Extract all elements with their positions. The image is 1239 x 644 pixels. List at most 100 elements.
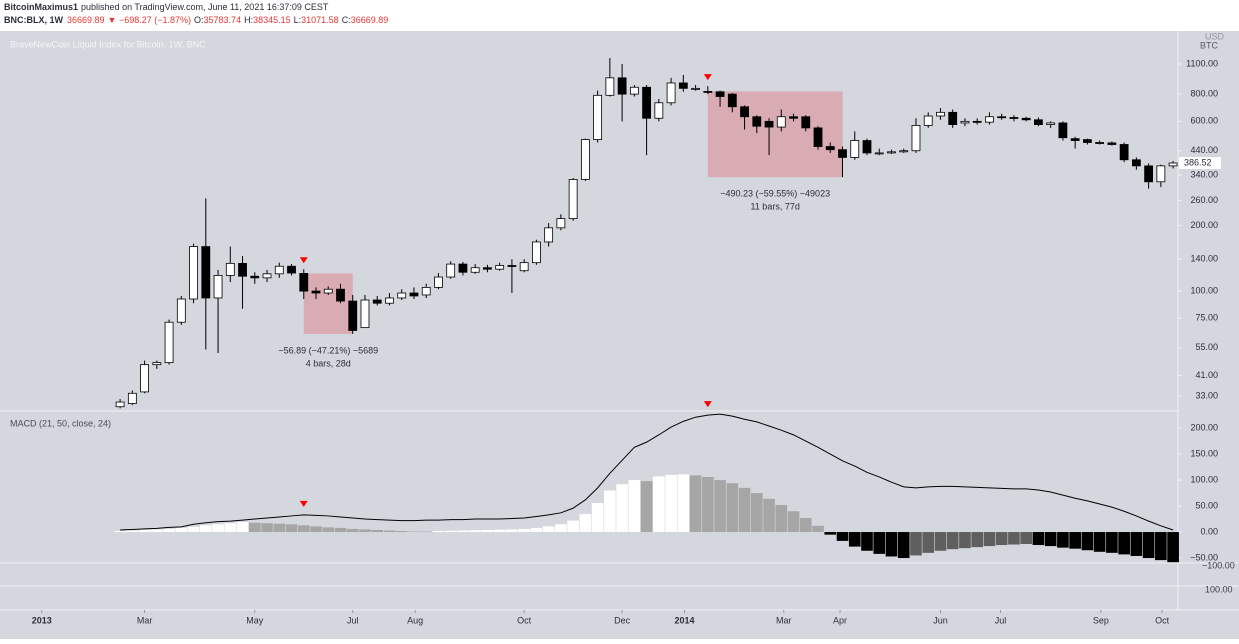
quote-value: 36669.89: [351, 15, 389, 25]
y-tick-label: 200.00: [1190, 422, 1218, 432]
x-tick-label: Aug: [407, 615, 423, 625]
y-tick-label: 75.00: [1195, 313, 1218, 323]
background: [0, 31, 1239, 639]
candle-body: [300, 273, 308, 291]
candle-body: [998, 117, 1006, 118]
histogram-bar: [800, 518, 812, 532]
y-tick-label: −50.00: [1190, 552, 1218, 562]
histogram-bar: [812, 526, 824, 532]
candle-body: [851, 141, 859, 158]
x-tick-label: Jul: [347, 615, 359, 625]
candle-body: [790, 117, 798, 119]
candle-body: [434, 277, 442, 287]
y-tick-label: 33.00: [1195, 390, 1218, 400]
candle-body: [692, 88, 700, 89]
histogram-bar: [959, 532, 971, 548]
histogram-bar: [996, 532, 1008, 545]
histogram-bar: [886, 532, 898, 556]
candle-body: [532, 242, 540, 263]
candle-body: [630, 87, 638, 94]
candle-body: [385, 298, 393, 303]
y-tick-label: 800.00: [1190, 88, 1218, 98]
candle-body: [667, 83, 675, 103]
histogram-bar: [482, 530, 494, 532]
x-tick-label: Jul: [995, 615, 1007, 625]
histogram-bar: [788, 511, 800, 532]
histogram-bar: [726, 483, 738, 532]
histogram-bar: [739, 488, 751, 532]
histogram-bar: [678, 474, 690, 532]
histogram-bar: [151, 529, 163, 532]
candle-body: [826, 147, 834, 150]
candle-body: [1047, 123, 1055, 125]
histogram-bar: [457, 530, 469, 532]
candle-body: [520, 263, 528, 271]
histogram-bar: [518, 529, 530, 532]
histogram-bar: [1033, 532, 1045, 545]
measure-label: 11 bars, 77d: [750, 202, 799, 212]
quote-key: C:: [342, 15, 351, 25]
candle-body: [177, 299, 185, 322]
y-tick-label: 200.00: [1190, 220, 1218, 230]
candle-body: [398, 293, 406, 298]
candle-body: [581, 140, 589, 180]
histogram-bar: [371, 530, 383, 532]
quote-key: O:: [194, 15, 204, 25]
scale-label: 100.00: [1205, 584, 1233, 594]
candle-body: [679, 83, 687, 88]
candle-body: [349, 301, 357, 330]
histogram-bar: [445, 531, 457, 532]
histogram-bar: [1082, 532, 1094, 550]
candle-body: [704, 91, 712, 92]
histogram-bar: [690, 475, 702, 532]
candle-body: [716, 92, 724, 97]
candle-body: [887, 152, 895, 153]
candle-body: [1071, 139, 1079, 141]
histogram-bar: [1020, 532, 1032, 544]
x-tick-label: May: [246, 615, 264, 625]
histogram-bar: [335, 528, 347, 532]
candle-body: [802, 117, 810, 128]
candle-body: [1157, 166, 1165, 182]
x-tick-label: Oct: [1155, 615, 1170, 625]
candle-body: [1010, 117, 1018, 118]
candle-body: [214, 275, 222, 298]
y-tick-label: 1100.00: [1186, 58, 1218, 68]
y-tick-label: 100.00: [1190, 474, 1218, 484]
quote-key: H:: [244, 15, 253, 25]
histogram-bar: [224, 523, 236, 532]
histogram-bar: [775, 505, 787, 532]
quote-value: 35783.74: [204, 15, 242, 25]
histogram-bar: [873, 532, 885, 554]
histogram-bar: [898, 532, 910, 558]
histogram-bar: [163, 529, 175, 532]
candle-body: [1132, 160, 1140, 166]
candle-body: [128, 393, 136, 403]
x-tick-label: 2014: [675, 615, 695, 625]
candle-body: [655, 103, 663, 118]
candle-body: [569, 179, 577, 218]
price-title: BraveNewCoin Liquid Index for Bitcoin, 1…: [10, 39, 206, 49]
candle-body: [643, 87, 651, 118]
measure-label: −56.89 (−47.21%) −5689: [278, 345, 378, 355]
histogram-bar: [114, 531, 126, 532]
y-tick-label: 150.00: [1190, 448, 1218, 458]
candle-body: [949, 112, 957, 124]
histogram-bar: [543, 526, 555, 532]
histogram-bar: [1155, 532, 1167, 560]
candle-body: [924, 116, 932, 125]
candle-body: [618, 78, 626, 94]
candle-body: [336, 289, 344, 301]
histogram-bar: [910, 532, 922, 555]
quote-value: 38345.15: [253, 15, 291, 25]
candle-body: [1096, 143, 1104, 144]
candle-body: [875, 153, 883, 154]
candle-body: [422, 287, 430, 295]
measure-box: [304, 273, 353, 334]
last-price-label: 386.52: [1184, 157, 1212, 167]
histogram-bar: [702, 477, 714, 532]
candle-body: [483, 268, 491, 269]
y-tick-label: 41.00: [1195, 370, 1218, 380]
measure-label: −490.23 (−59.55%) −49023: [720, 189, 830, 199]
